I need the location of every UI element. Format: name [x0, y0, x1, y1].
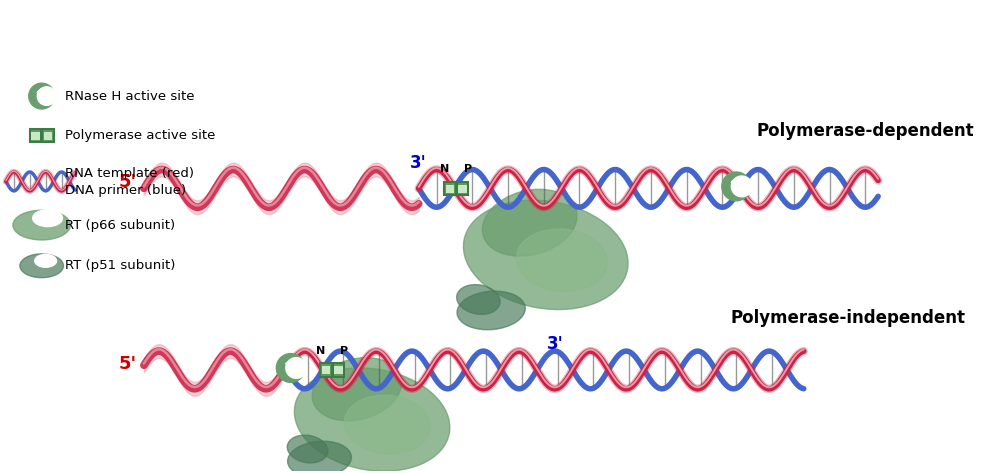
Ellipse shape — [13, 210, 70, 240]
Text: P: P — [464, 164, 472, 174]
Circle shape — [731, 176, 752, 197]
Text: RT (p51 subunit): RT (p51 subunit) — [65, 259, 176, 272]
Ellipse shape — [287, 435, 328, 463]
Ellipse shape — [35, 254, 57, 267]
Text: N: N — [440, 164, 449, 174]
Text: Polymerase-independent: Polymerase-independent — [731, 309, 966, 327]
Circle shape — [722, 172, 751, 201]
Text: P: P — [340, 346, 348, 356]
Circle shape — [29, 83, 55, 109]
FancyBboxPatch shape — [322, 366, 330, 374]
FancyBboxPatch shape — [42, 129, 54, 142]
Text: 5': 5' — [119, 355, 137, 373]
FancyBboxPatch shape — [458, 184, 467, 193]
Ellipse shape — [457, 291, 525, 330]
Text: DNA primer (blue): DNA primer (blue) — [65, 184, 187, 197]
Text: Polymerase-dependent: Polymerase-dependent — [756, 122, 974, 140]
Text: RNase H active site: RNase H active site — [65, 89, 195, 103]
Ellipse shape — [294, 368, 450, 471]
FancyBboxPatch shape — [457, 182, 468, 195]
Ellipse shape — [20, 254, 64, 278]
Text: RNA template (red): RNA template (red) — [65, 167, 194, 180]
Circle shape — [37, 87, 56, 105]
Text: 3': 3' — [410, 154, 427, 172]
Ellipse shape — [288, 441, 351, 473]
Text: RT (p66 subunit): RT (p66 subunit) — [65, 219, 176, 232]
FancyBboxPatch shape — [30, 129, 41, 142]
FancyBboxPatch shape — [333, 363, 344, 377]
FancyBboxPatch shape — [444, 182, 456, 195]
Ellipse shape — [33, 210, 63, 227]
Circle shape — [286, 358, 307, 378]
Ellipse shape — [463, 200, 628, 309]
FancyBboxPatch shape — [446, 184, 454, 193]
Text: 5': 5' — [119, 174, 137, 192]
Text: Polymerase active site: Polymerase active site — [65, 129, 216, 142]
Text: N: N — [316, 346, 325, 356]
Ellipse shape — [482, 189, 577, 256]
Ellipse shape — [516, 229, 607, 291]
Ellipse shape — [457, 285, 500, 315]
FancyBboxPatch shape — [334, 366, 343, 374]
FancyBboxPatch shape — [31, 132, 40, 140]
Ellipse shape — [344, 395, 430, 454]
Ellipse shape — [312, 358, 402, 421]
FancyBboxPatch shape — [320, 363, 332, 377]
Text: 3': 3' — [547, 335, 564, 353]
Circle shape — [276, 354, 305, 382]
FancyBboxPatch shape — [44, 132, 52, 140]
